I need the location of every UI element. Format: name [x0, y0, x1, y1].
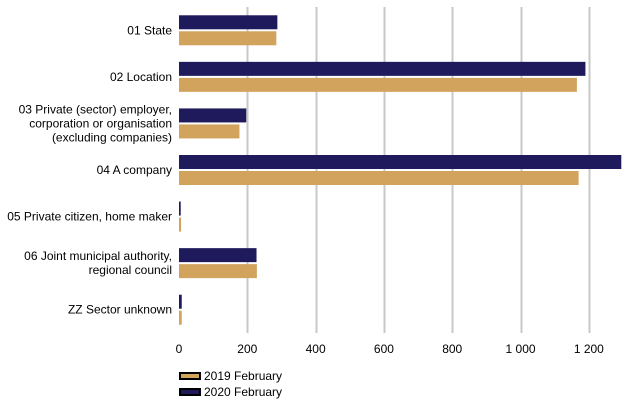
category-label: 03 Private (sector) employer,	[19, 102, 172, 116]
legend-item-2020: 2020 February	[179, 384, 282, 400]
legend-item-2019: 2019 February	[179, 368, 282, 384]
bar-2020-4	[179, 201, 181, 216]
bar-2019-5	[179, 264, 257, 279]
category-label: regional council	[89, 263, 172, 277]
x-tick-label: 800	[442, 342, 462, 356]
category-label: corporation or organisation	[29, 116, 172, 130]
legend-label-2020: 2020 February	[204, 385, 283, 399]
category-label: 02 Location	[110, 70, 172, 84]
x-tick-label: 0	[176, 342, 183, 356]
category-label: 04 A company	[97, 163, 172, 177]
bar-2019-3	[179, 171, 579, 185]
x-tick-label: 200	[237, 342, 257, 356]
bar-2020-0	[179, 15, 278, 30]
bar-2020-1	[179, 61, 586, 76]
x-tick-label: 400	[306, 342, 326, 356]
bar-2019-1	[179, 77, 577, 92]
category-labels: 01 State 02 Location 03 Private (sector) e…	[7, 23, 172, 316]
category-label: 06 Joint municipal authority,	[24, 249, 172, 263]
x-tick-label: 1 000	[506, 342, 536, 356]
bar-2020-2	[179, 108, 247, 123]
bar-2020-3	[179, 155, 622, 169]
category-label: (excluding companies)	[52, 130, 172, 144]
category-label: 01 State	[127, 23, 172, 37]
legend-label-2019: 2019 February	[204, 369, 283, 383]
category-label: 05 Private citizen, home maker	[7, 210, 172, 224]
bar-2020-6	[179, 294, 182, 309]
x-tick-label: 600	[374, 342, 394, 356]
x-axis-ticks: 0 200 400 600 800 1 000 1 200	[176, 342, 605, 356]
category-label: ZZ Sector unknown	[68, 303, 172, 317]
gridlines	[246, 7, 591, 333]
legend-swatch-2020	[179, 388, 201, 396]
bar-2019-0	[179, 31, 277, 46]
bars	[179, 15, 622, 325]
x-tick-label: 1 200	[574, 342, 604, 356]
bar-2019-6	[179, 310, 182, 325]
legend-swatch-2019	[179, 372, 201, 380]
bar-2019-4	[179, 217, 182, 232]
bar-2020-5	[179, 248, 257, 263]
bar-2019-2	[179, 124, 240, 139]
legend: 2019 February 2020 February	[179, 368, 282, 400]
